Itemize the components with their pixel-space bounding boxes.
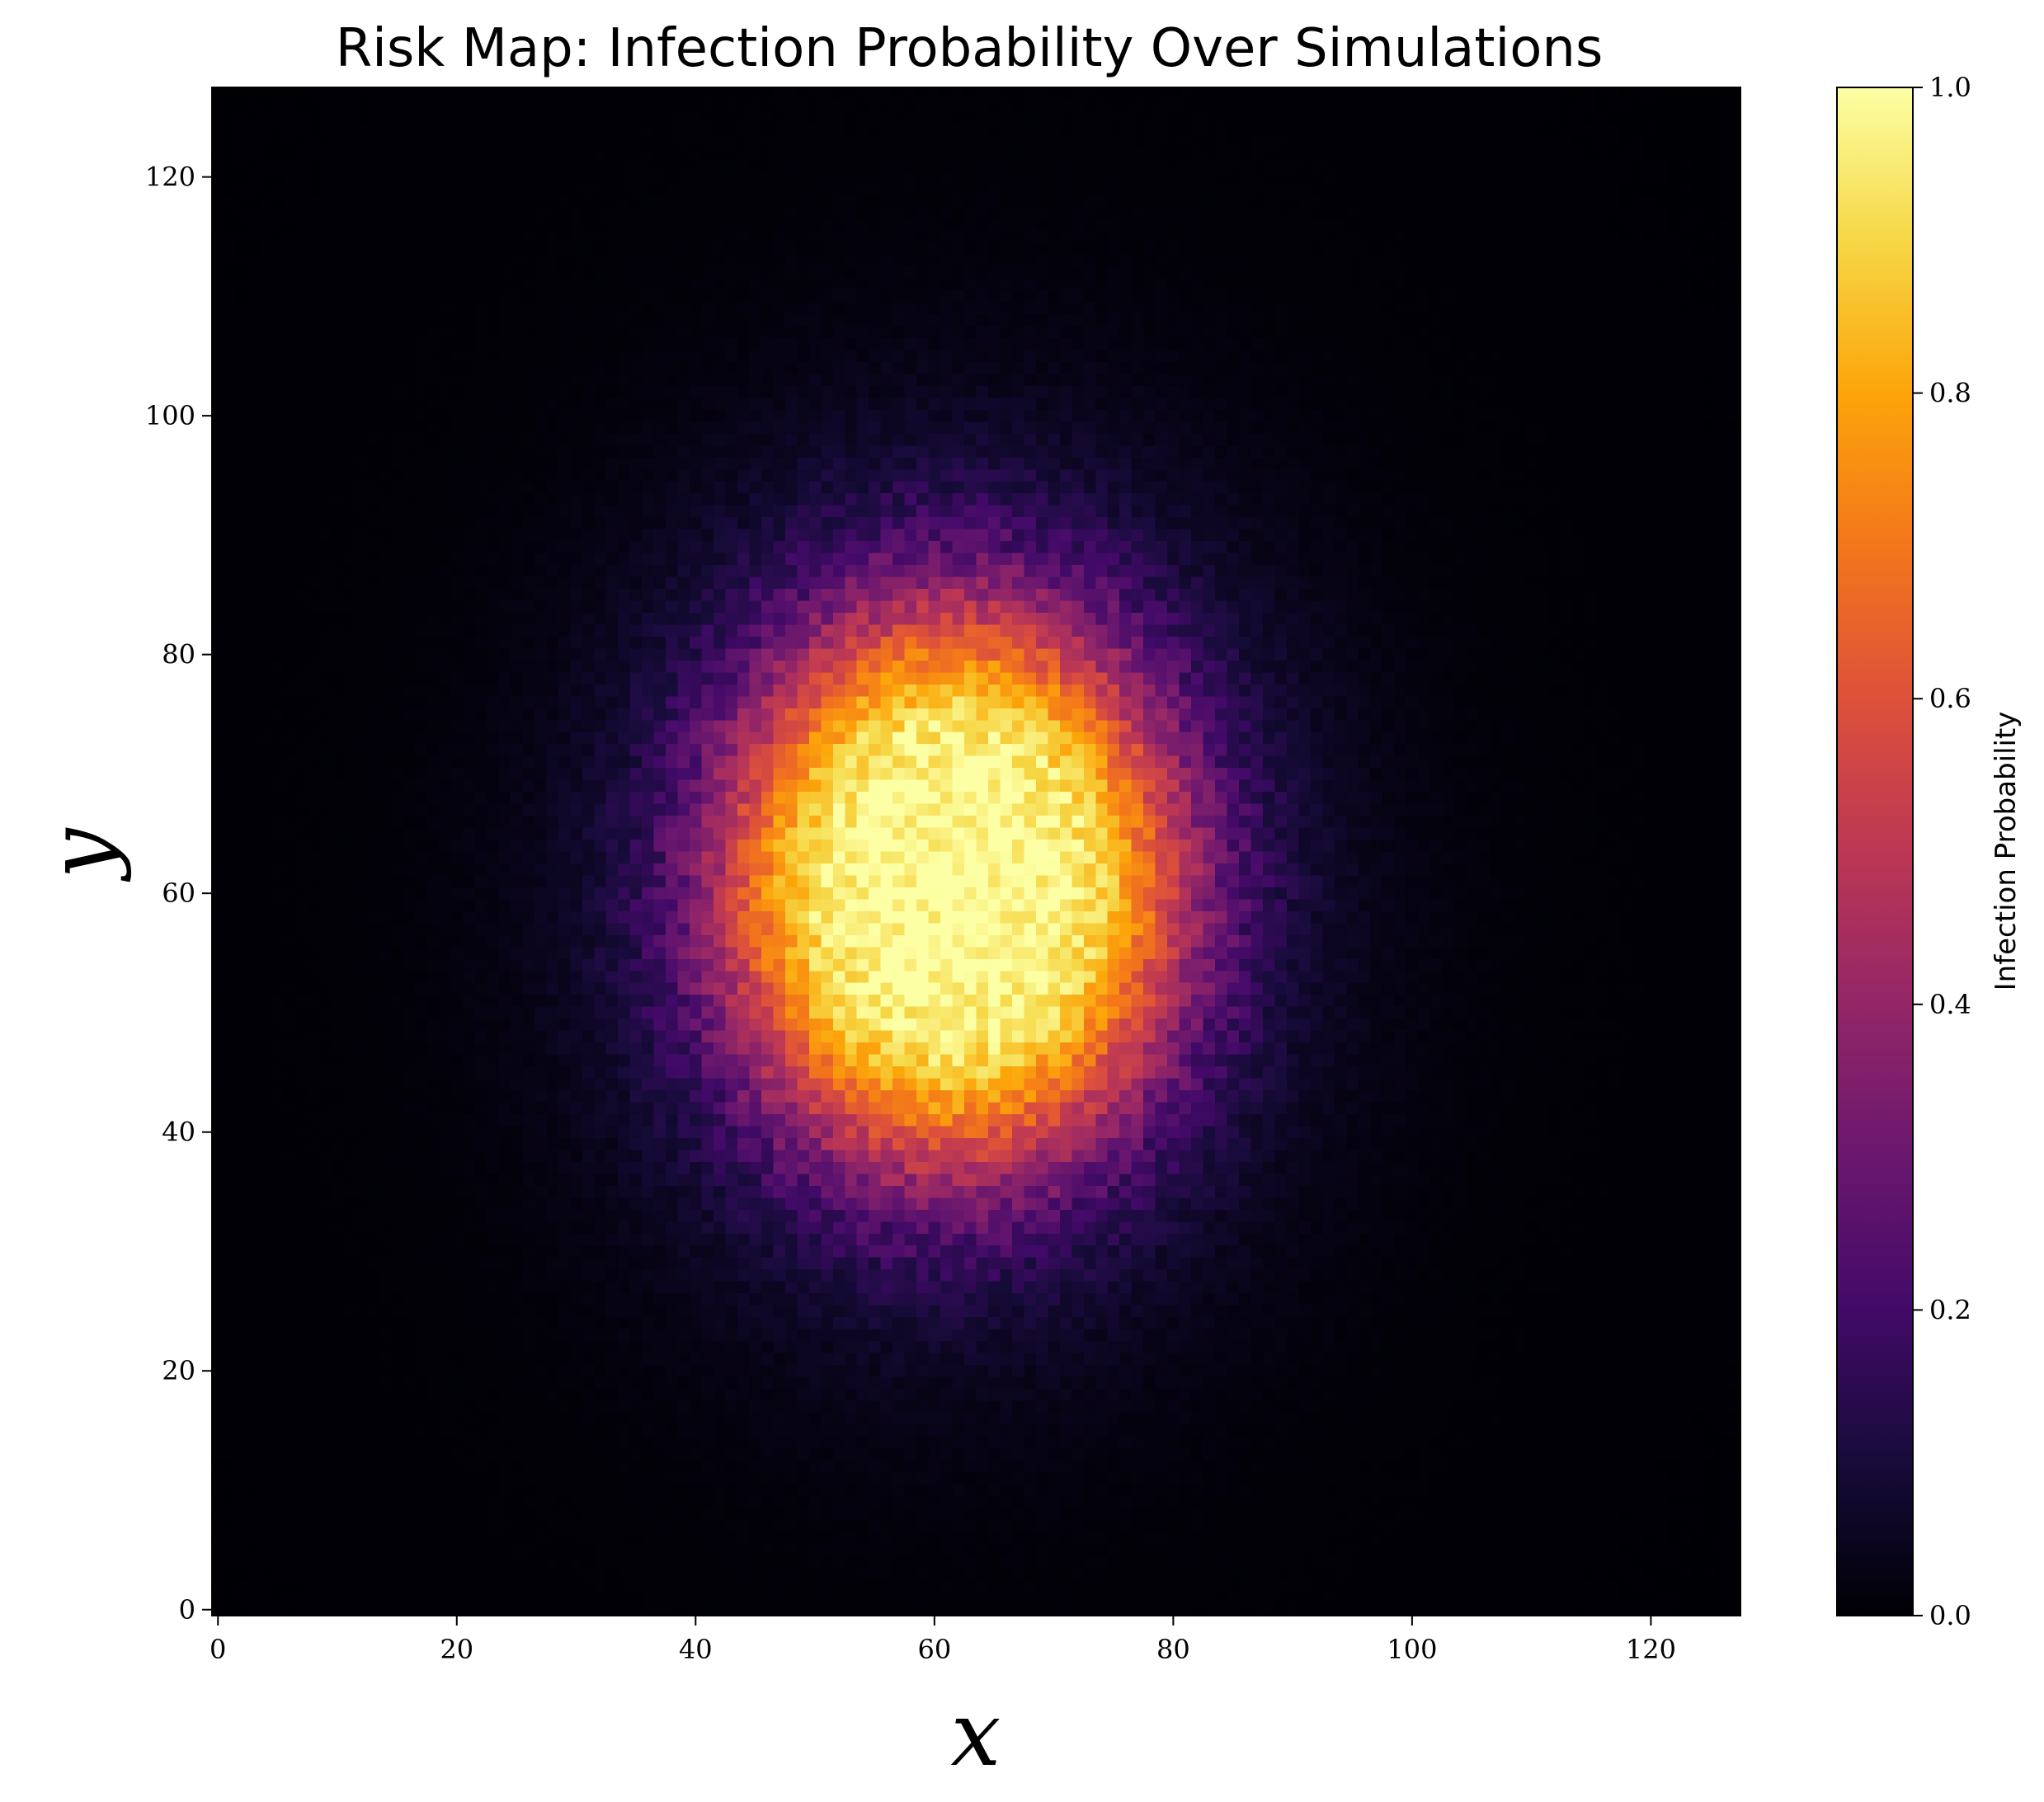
x-axis-label: x [951,1683,1001,1786]
x-axis: 0 20 40 60 80 100 120 [210,1616,1676,1665]
colorbar-tick-label: 0.2 [1929,1294,1971,1325]
y-tick-label: 20 [162,1355,195,1386]
x-tick-label: 40 [679,1634,713,1665]
colorbar-tick-label: 0.0 [1929,1600,1971,1631]
plot-frame [211,87,1741,1616]
colorbar-axis: 0.0 0.2 0.4 0.6 0.8 1.0 [1913,72,1971,1631]
y-tick-label: 100 [145,400,195,431]
colorbar-tick-label: 1.0 [1929,72,1971,103]
x-tick-label: 60 [917,1634,951,1665]
heatmap-plot-area [212,87,1740,1616]
y-tick-label: 120 [145,162,195,193]
y-tick-label: 0 [179,1594,195,1626]
colorbar-tick-label: 0.6 [1929,683,1971,714]
chart-title: Risk Map: Infection Probability Over Sim… [336,18,1604,79]
y-tick-label: 60 [162,877,195,909]
x-tick-label: 20 [440,1634,473,1665]
colorbar-tick-label: 0.8 [1929,378,1971,409]
y-axis-label: y [30,827,133,883]
x-tick-label: 0 [210,1634,226,1665]
x-tick-label: 80 [1156,1634,1190,1665]
y-tick-label: 80 [162,639,195,670]
y-tick-label: 40 [162,1117,195,1148]
colorbar-tick-label: 0.4 [1929,989,1971,1020]
x-tick-label: 120 [1626,1634,1676,1665]
x-tick-label: 100 [1387,1634,1437,1665]
y-axis: 0 20 40 60 80 100 120 [145,162,212,1626]
colorbar [1836,87,1914,1616]
heatmap-cells [212,87,1740,1616]
colorbar-label: Infection Probability [1990,712,2023,991]
